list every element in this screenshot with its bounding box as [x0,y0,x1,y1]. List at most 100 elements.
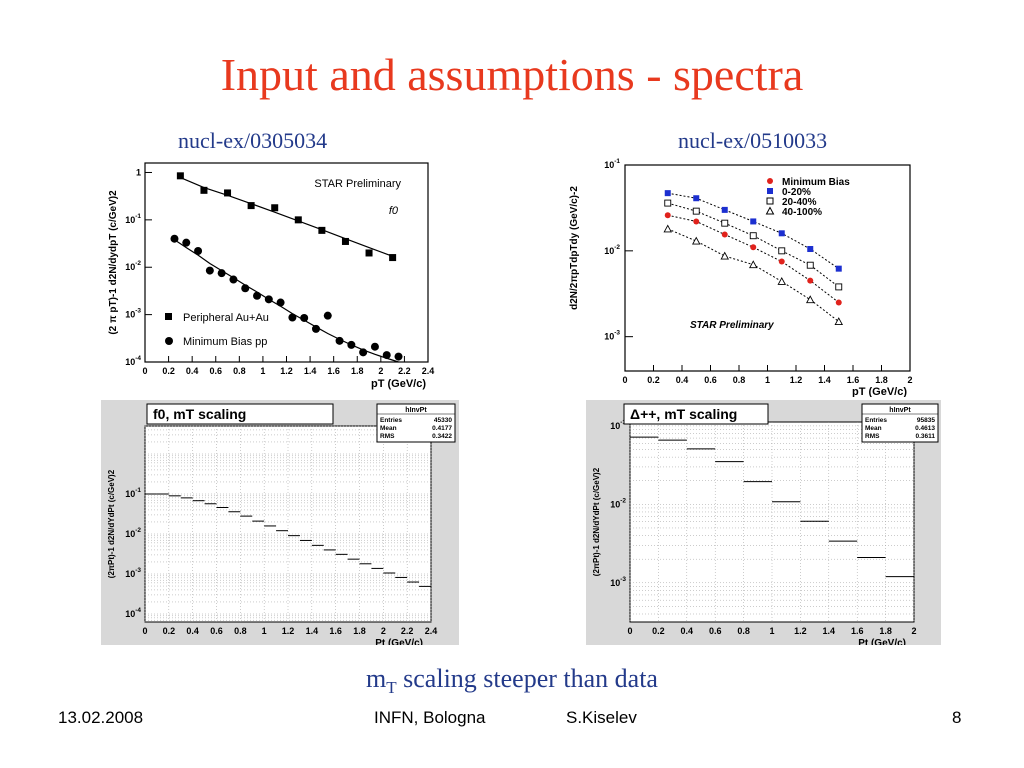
data-point-square [200,186,208,194]
data-point-square [341,237,349,245]
y-axis-label: (2 π pT)-1 d2N/dydpT (c/GeV)2 [108,190,119,335]
x-tick-label: 1.2 [794,626,807,636]
stats-key: Entries [380,417,402,424]
data-point-square [247,202,255,210]
data-point-circle [253,291,262,300]
data-point-square [389,254,397,262]
data-point-circle [323,311,332,320]
slide-title: Input and assumptions - spectra [220,49,804,100]
x-tick-label: 0.8 [733,375,746,385]
data-point-blue-square [835,265,842,272]
x-tick-label: 0.2 [647,375,660,385]
footer-institution: INFN, Bologna [374,708,486,727]
title-box [623,403,769,425]
stats-key: Entries [865,417,887,424]
x-tick-label: 1 [765,375,770,385]
y-axis-label: d2N/2πpTdpTdy (GeV/c)-2 [569,186,580,310]
stats-box [376,403,456,443]
chart-delta-mt-scaling-svg: 0 0.2 0.4 0.6 0.8 1 1.2 1.4 1.6 1.8 2 10-1 10-2 10-3 P… [586,400,941,645]
chart-star-centrality-svg: 0 0.2 0.4 0.6 0.8 1 1.2 1.4 1.6 1.8 2 10-1 10-2 10-3 p… [569,158,913,397]
legend-label: 0-20% [782,187,811,198]
x-tick-label: 1.2 [282,626,295,636]
data-point-circle [182,238,191,247]
x-tick-label: 1.4 [818,375,831,385]
y-tick-label: 1 [136,167,141,177]
x-tick-label: 1.4 [304,366,317,376]
data-point-open-triangle [720,251,730,260]
data-point-circle [229,275,238,284]
y-tick-label: 10-2 [610,497,626,509]
legend-marker [767,178,773,184]
stats-value: 0.4613 [915,425,935,432]
x-tick-label: 2.2 [401,626,414,636]
x-tick-label: 0.4 [186,366,199,376]
x-tick-label: 0 [142,626,147,636]
data-point-square [365,249,373,257]
x-tick-label: 0 [622,375,627,385]
chart-subtitle: f0 [389,205,399,217]
x-tick-label: 2.2 [398,366,411,376]
data-point-blue-square [778,230,785,237]
x-tick-label: 2 [907,375,912,385]
data-point-red-circle [664,212,671,219]
title-box [146,403,334,425]
chart-title: f0, mT scaling [153,406,246,422]
data-point-circle [205,266,214,275]
data-point-blue-square [807,246,814,253]
x-tick-label: 0.2 [162,366,175,376]
data-point-open-triangle [691,236,701,245]
data-point-circle [335,336,344,345]
data-point-open-triangle [777,276,787,285]
x-tick-label: 0.6 [704,375,717,385]
x-axis-label: pT (GeV/c) [852,386,907,397]
stats-value: 95835 [917,417,935,424]
data-point-square [271,204,279,212]
legend-marker [766,197,774,205]
data-point-red-circle [778,258,785,265]
stats-key: RMS [865,433,880,440]
y-tick-label: 10-3 [125,308,141,320]
plot-frame [144,162,429,363]
y-axis-label: (2πPt)-1 d2N/dYdPt (c/GeV)2 [107,469,116,578]
x-tick-label: 0.6 [210,626,223,636]
data-point-red-circle [807,277,814,284]
legend-label: 20-40% [782,197,817,208]
data-point-circle [382,351,391,360]
conclusion-text: mT scaling steeper than data [0,664,1024,698]
data-point-square [176,172,184,180]
data-point-circle [264,295,273,304]
data-point-blue-square [664,190,671,197]
y-tick-label: 10-3 [604,330,620,342]
x-axis-label: Pt (GeV/c) [858,638,906,645]
data-point-blue-square [750,218,757,225]
legend-marker [765,206,775,215]
data-point-open-triangle [805,295,815,304]
legend-label: Minimum Bias pp [183,336,267,348]
stats-value: 45330 [434,417,452,424]
footer-date: 13.02.2008 [58,708,144,727]
chart-delta-mt-scaling: 0 0.2 0.4 0.6 0.8 1 1.2 1.4 1.6 1.8 2 10-1 10-2 10-3 P… [586,400,941,645]
data-point-circle [217,269,226,278]
stats-key: RMS [380,433,395,440]
data-point-square [318,226,326,234]
data-point-circle [347,340,356,349]
chart-star-centrality: 0 0.2 0.4 0.6 0.8 1 1.2 1.4 1.6 1.8 2 10-1 10-2 10-3 p… [555,157,918,397]
data-point-circle [170,234,179,243]
data-point-blue-square [693,195,700,202]
stats-name: hInvPt [889,407,911,414]
x-tick-label: 0.2 [163,626,176,636]
legend-label: Minimum Bias [782,177,850,188]
x-tick-label: 1.4 [823,626,836,636]
data-point-square [224,189,232,197]
x-tick-label: 0.6 [209,366,222,376]
stats-value: 0.4177 [432,425,452,432]
y-tick-label: 10-4 [125,607,141,619]
x-axis-label: Pt (GeV/c) [375,638,423,645]
x-tick-label: 2 [378,366,383,376]
x-tick-label: 0.4 [681,626,694,636]
data-point-open-square [806,261,814,269]
x-tick-label: 1.2 [790,375,803,385]
data-point-open-triangle [748,260,758,269]
x-tick-label: 1 [260,366,265,376]
x-tick-label: 1.8 [351,366,364,376]
